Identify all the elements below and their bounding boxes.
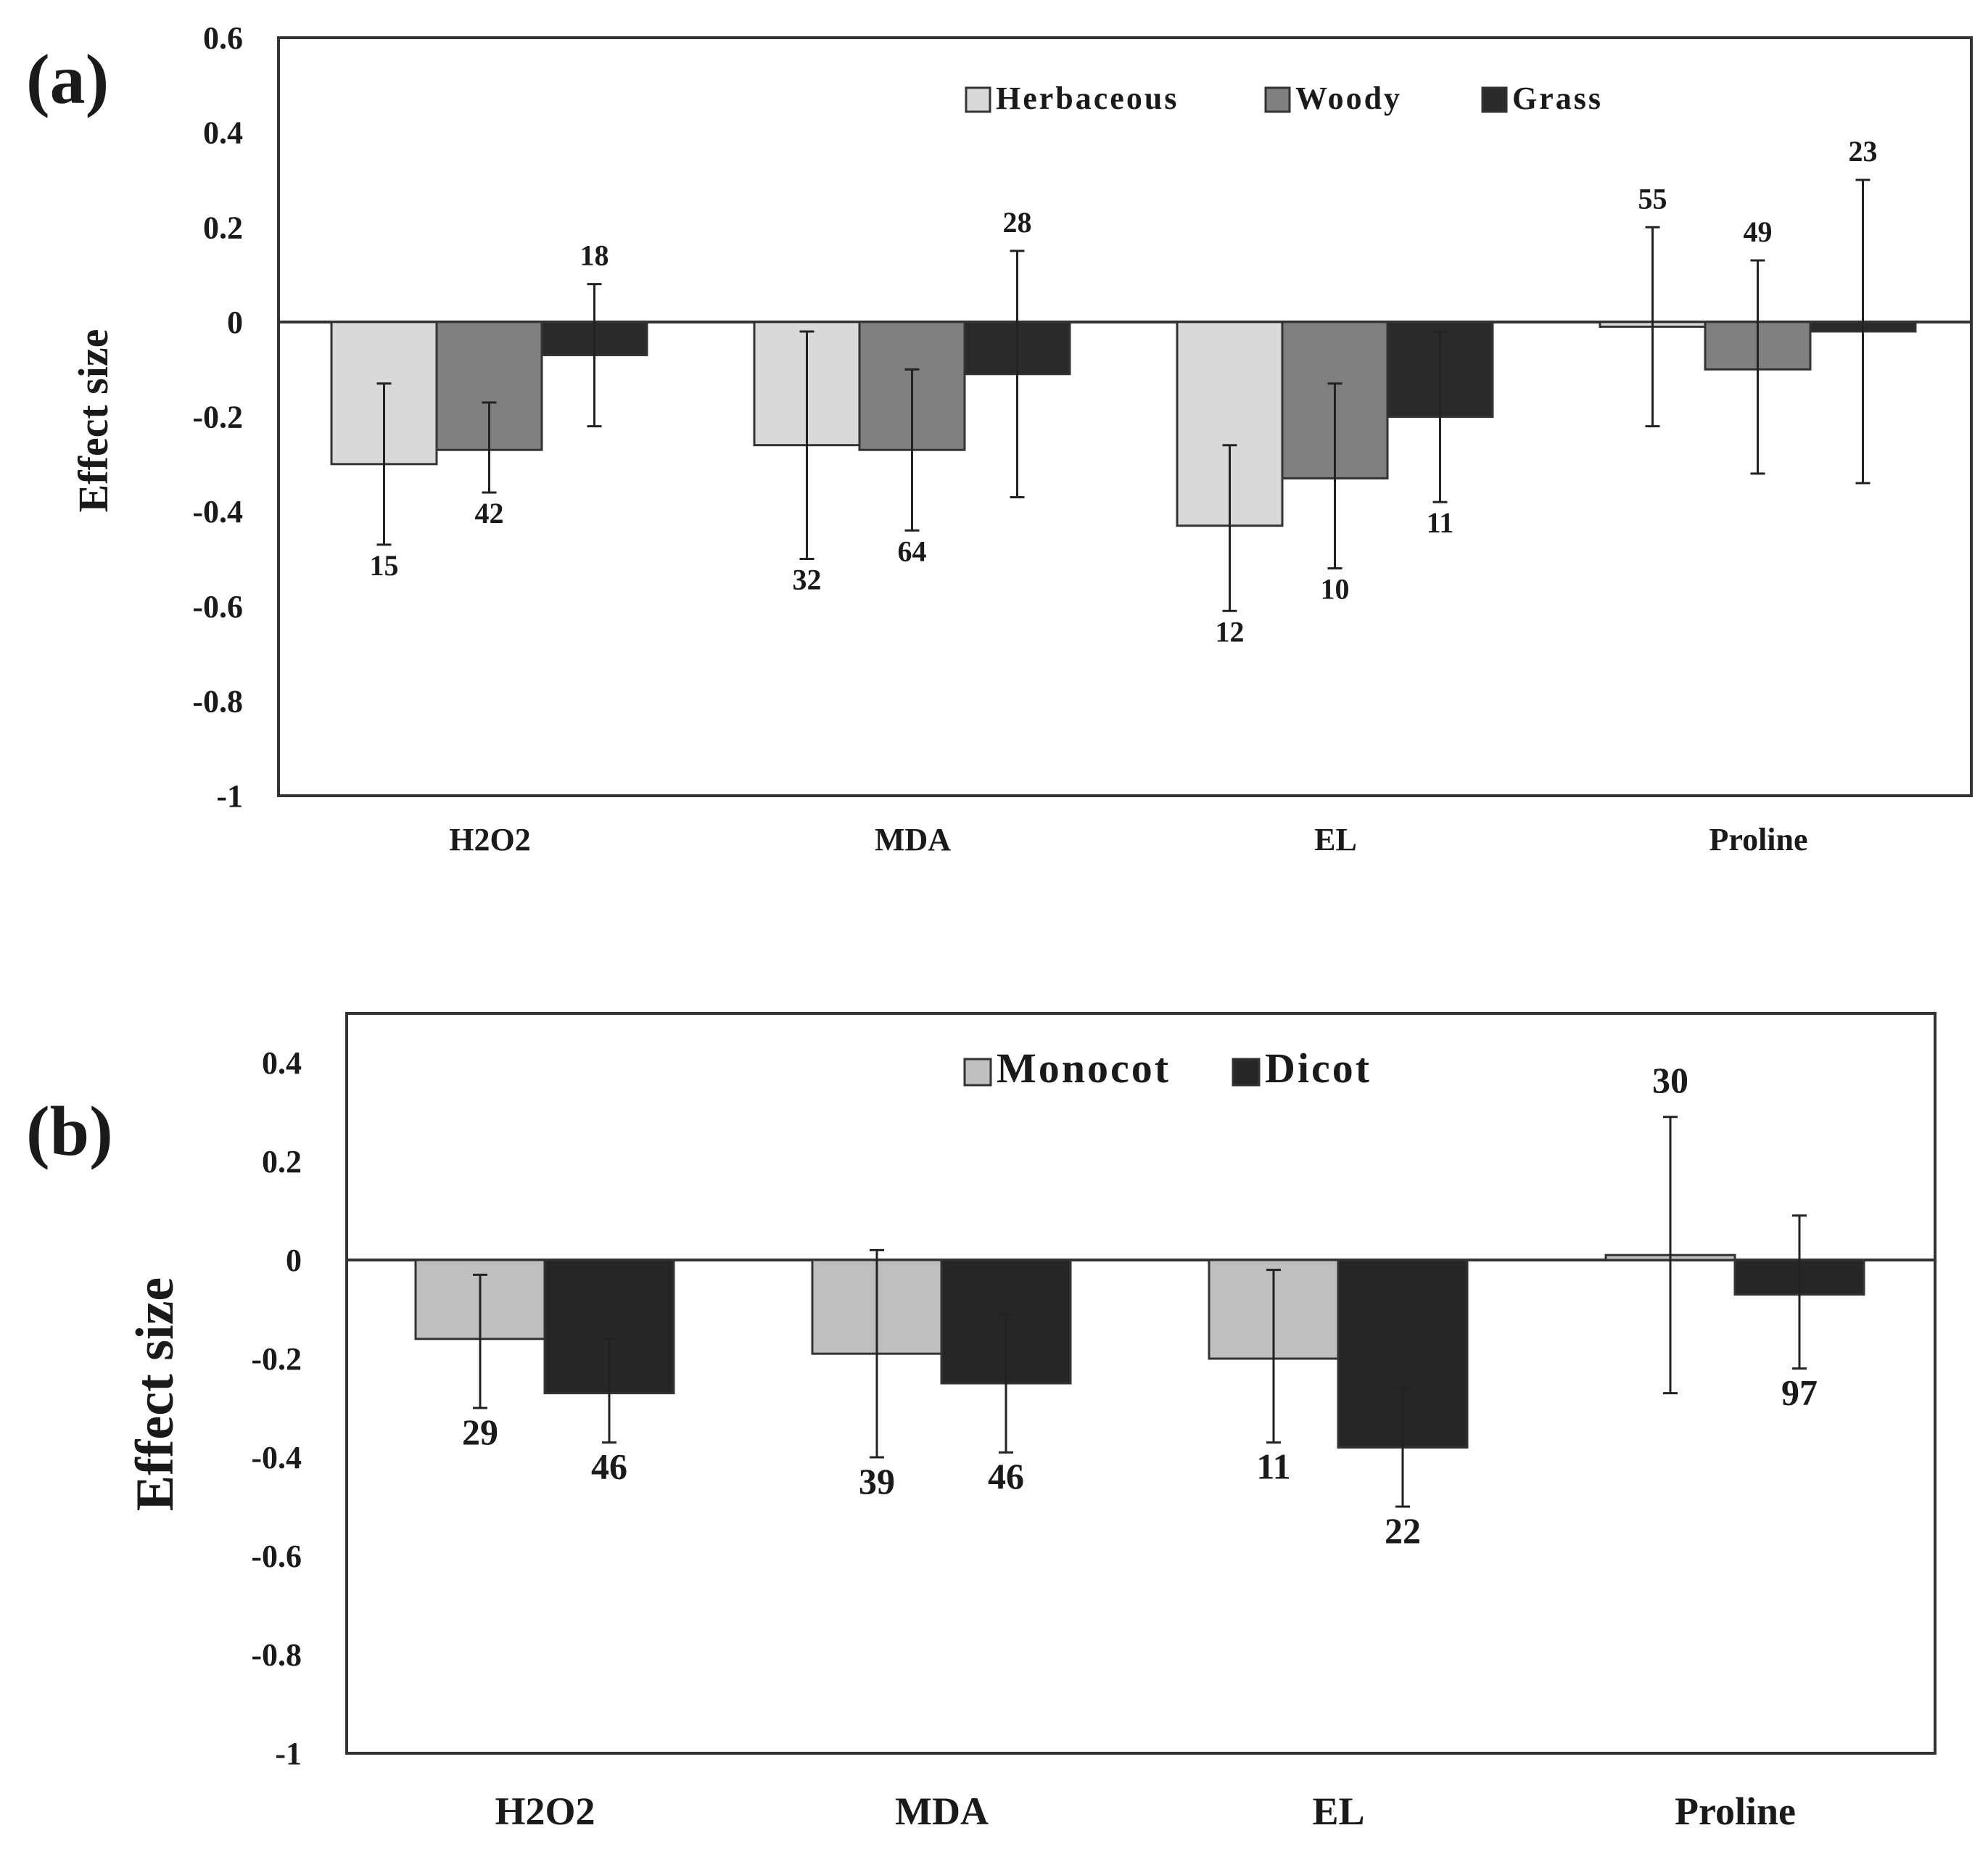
sample-size-label: 46	[988, 1456, 1024, 1496]
sample-size-label: 42	[475, 497, 504, 530]
sample-size-label: 49	[1744, 215, 1773, 248]
y-tick-label: -0.2	[192, 400, 243, 435]
legend-label: Grass	[1512, 81, 1603, 116]
sample-size-label: 22	[1385, 1510, 1421, 1551]
panel-label: (b)	[26, 1092, 113, 1171]
sample-size-label: 11	[1427, 506, 1454, 539]
legend-swatch	[965, 86, 991, 113]
y-tick-label: 0	[286, 1243, 302, 1278]
sample-size-label: 12	[1216, 615, 1245, 648]
legend-swatch	[1481, 86, 1508, 113]
y-tick-label: -1	[275, 1736, 302, 1771]
y-tick-label: 0.2	[203, 210, 243, 245]
sample-size-label: 23	[1849, 135, 1878, 168]
x-tick-label: MDA	[875, 822, 951, 857]
plot-frame	[345, 1012, 1937, 1755]
y-axis-title: Effect size	[125, 1277, 185, 1512]
y-tick-label: 0.4	[203, 115, 243, 151]
x-tick-label: EL	[1312, 1790, 1364, 1833]
panel-a-bar-chart: (a) Effect size 0.6 0.4 0.2 0 -0.2 -0.4 -0.6 -0.8…	[26, 20, 1973, 857]
plot-frame	[277, 36, 1973, 797]
sample-size-label: 32	[793, 563, 822, 596]
y-tick-label: -0.8	[251, 1637, 302, 1673]
y-tick-label: 0.6	[203, 20, 243, 56]
x-tick-label: EL	[1314, 822, 1357, 857]
sample-size-label: 64	[898, 535, 927, 567]
sample-size-label: 39	[859, 1461, 895, 1502]
sample-size-label: 28	[1003, 206, 1032, 239]
legend: Monocot Dicot	[963, 1045, 1372, 1092]
legend-label: Monocot	[997, 1045, 1171, 1092]
sample-size-label: 46	[591, 1446, 627, 1487]
sample-size-label: 10	[1321, 573, 1350, 606]
legend-label: Herbaceous	[996, 81, 1179, 116]
sample-size-label: 11	[1256, 1446, 1290, 1487]
legend-label: Woody	[1295, 81, 1402, 116]
legend: Herbaceous Woody Grass	[965, 81, 1603, 116]
x-tick-label: H2O2	[495, 1790, 595, 1833]
y-tick-label: -0.4	[192, 494, 243, 530]
y-tick-label: 0.2	[262, 1144, 302, 1179]
sample-size-label: 29	[462, 1412, 498, 1452]
legend-label: Dicot	[1265, 1045, 1372, 1092]
y-tick-label: 0.4	[262, 1045, 302, 1081]
sample-size-label: 15	[370, 549, 399, 582]
legend-swatch	[1264, 86, 1291, 113]
x-tick-label: Proline	[1675, 1790, 1796, 1833]
y-tick-label: -0.2	[251, 1341, 302, 1377]
y-tick-label: -1	[216, 778, 243, 814]
panel-b-bar-chart: (b) Effect size 0.4 0.2 0 -0.2 -0.4 -0.6 -0.8 -1 2…	[26, 1012, 1937, 1833]
y-tick-label: -0.8	[192, 683, 243, 719]
legend-swatch	[963, 1058, 992, 1087]
legend-swatch	[1232, 1058, 1261, 1087]
sample-size-label: 55	[1638, 182, 1667, 215]
y-tick-label: -0.6	[192, 589, 243, 625]
sample-size-label: 30	[1652, 1060, 1688, 1100]
sample-size-label: 18	[580, 239, 609, 272]
y-tick-label: 0	[227, 305, 243, 340]
sample-size-label: 97	[1781, 1372, 1818, 1413]
x-tick-label: H2O2	[449, 822, 530, 857]
x-tick-label: Proline	[1709, 822, 1807, 857]
y-tick-label: -0.4	[251, 1440, 302, 1475]
y-tick-label: -0.6	[251, 1539, 302, 1574]
x-tick-label: MDA	[895, 1790, 989, 1833]
panel-label: (a)	[26, 41, 109, 119]
y-axis-title: Effect size	[70, 329, 117, 513]
